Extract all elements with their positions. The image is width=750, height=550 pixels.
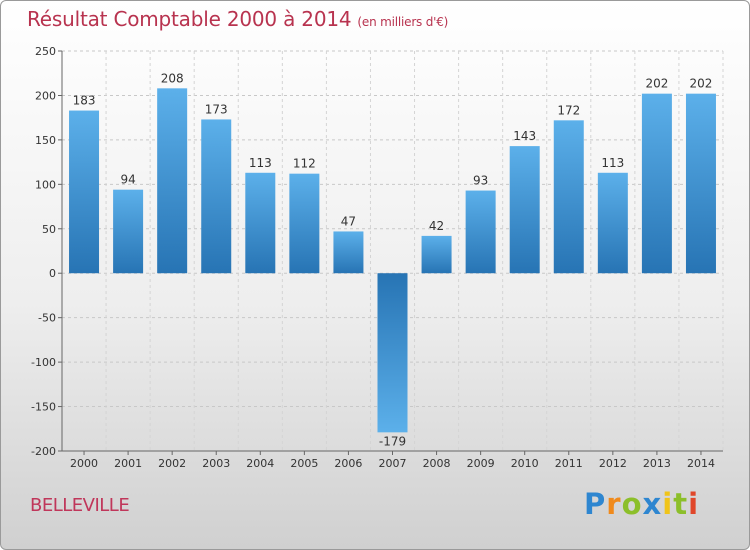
data-label: 172 <box>557 103 580 117</box>
data-label: 112 <box>293 157 316 171</box>
chart-title: Résultat Comptable 2000 à 2014 (en millie… <box>27 7 449 31</box>
proxiti-logo: Proxiti <box>584 487 700 521</box>
y-tick-label: 50 <box>42 223 56 236</box>
bar-2007 <box>377 273 408 433</box>
bar-2002 <box>157 88 188 274</box>
x-tick-label: 2005 <box>290 457 318 470</box>
bar-2005 <box>289 173 320 274</box>
bar-2001 <box>113 189 144 274</box>
data-label: 113 <box>249 156 272 170</box>
bar-2006 <box>333 231 364 274</box>
bar-2000 <box>69 110 100 274</box>
bar-2013 <box>641 93 672 274</box>
y-tick-label: 100 <box>35 178 56 191</box>
x-tick-label: 2002 <box>158 457 186 470</box>
x-tick-label: 2014 <box>687 457 715 470</box>
y-tick-label: 150 <box>35 134 56 147</box>
data-label: 202 <box>690 77 713 91</box>
data-label: 208 <box>161 71 184 85</box>
data-label: 47 <box>341 214 356 228</box>
data-label: 94 <box>120 173 135 187</box>
bar-2011 <box>553 120 584 274</box>
x-tick-label: 2008 <box>423 457 451 470</box>
x-tick-label: 2009 <box>467 457 495 470</box>
y-tick-label: -50 <box>38 312 56 325</box>
bar-2014 <box>685 93 716 274</box>
y-tick-label: 0 <box>49 267 56 280</box>
chart-subtitle: (en milliers d'€) <box>357 15 449 29</box>
y-tick-label: -200 <box>31 445 56 458</box>
bar-2003 <box>201 119 232 274</box>
x-tick-label: 2007 <box>379 457 407 470</box>
data-label: -179 <box>379 434 406 448</box>
x-tick-label: 2004 <box>246 457 274 470</box>
data-label: 42 <box>429 219 444 233</box>
data-label: 113 <box>601 156 624 170</box>
x-tick-label: 2013 <box>643 457 671 470</box>
x-tick-label: 2006 <box>334 457 362 470</box>
bar-2012 <box>597 172 628 274</box>
data-label: 173 <box>205 102 228 116</box>
x-tick-label: 2010 <box>511 457 539 470</box>
x-tick-label: 2011 <box>555 457 583 470</box>
bar-2004 <box>245 172 276 274</box>
data-label: 93 <box>473 174 488 188</box>
x-tick-label: 2012 <box>599 457 627 470</box>
data-label: 143 <box>513 129 536 143</box>
y-tick-label: 250 <box>35 45 56 58</box>
data-label: 202 <box>645 77 668 91</box>
bar-2010 <box>509 146 540 274</box>
y-tick-label: -100 <box>31 356 56 369</box>
data-label: 183 <box>73 94 96 108</box>
bar-2008 <box>421 235 452 274</box>
y-tick-label: -150 <box>31 401 56 414</box>
x-tick-label: 2003 <box>202 457 230 470</box>
x-tick-label: 2000 <box>70 457 98 470</box>
y-tick-label: 200 <box>35 89 56 102</box>
bar-2009 <box>465 190 496 274</box>
x-tick-label: 2001 <box>114 457 142 470</box>
commune-name: BELLEVILLE <box>30 495 130 516</box>
